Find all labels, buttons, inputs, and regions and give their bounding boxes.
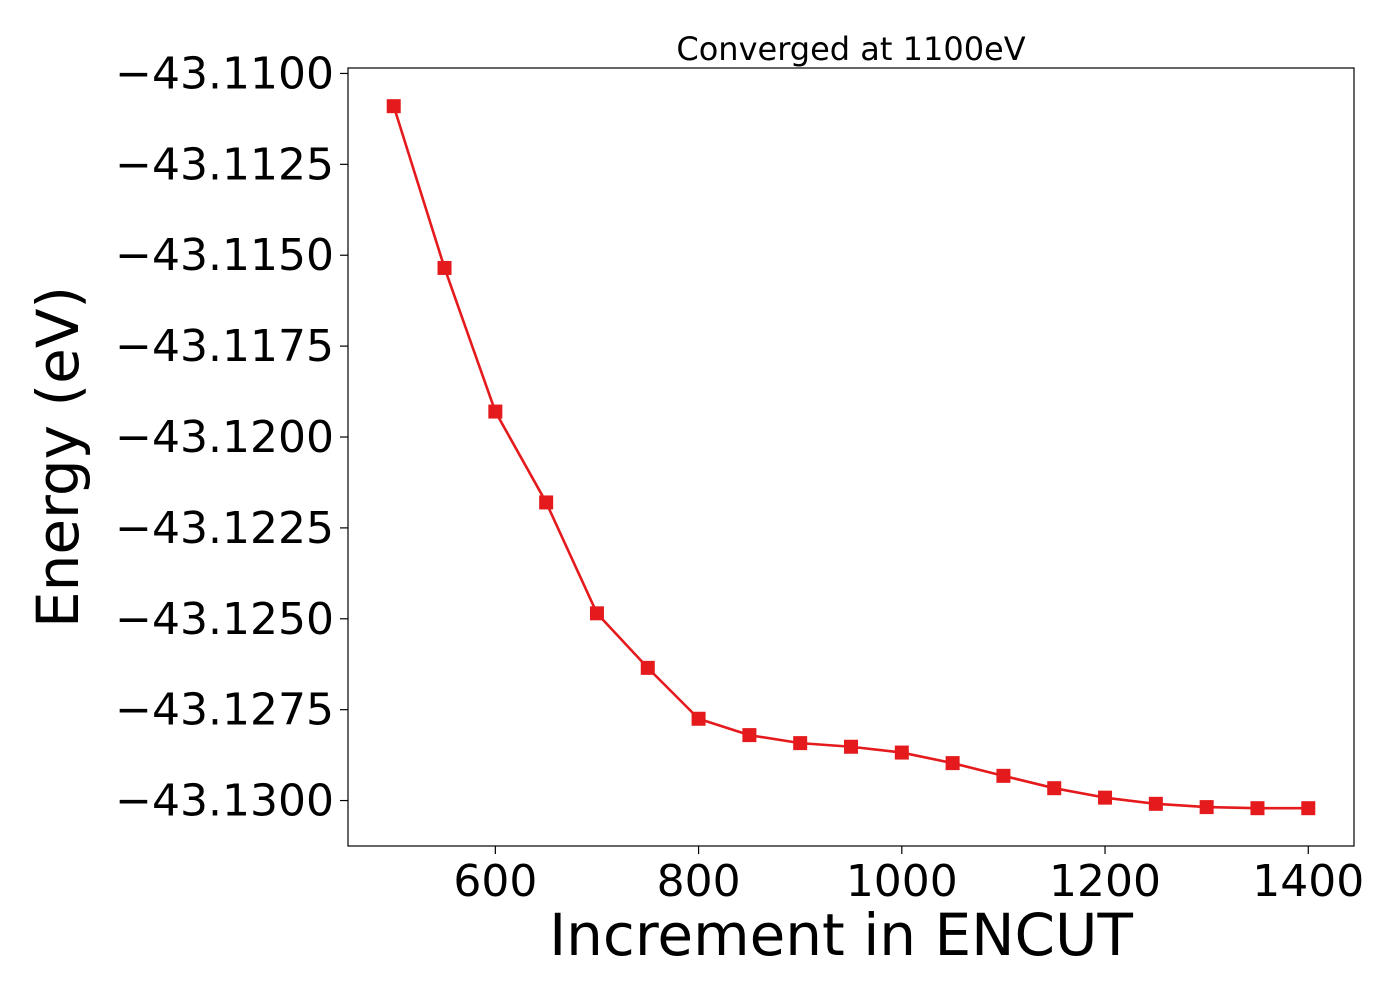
data-point [640, 660, 655, 675]
x-tick-label: 600 [453, 856, 537, 907]
data-point [1098, 790, 1113, 805]
data-point [793, 736, 808, 751]
series-line [392, 105, 1309, 810]
data-point [1047, 781, 1062, 796]
plot-frame [347, 67, 1355, 847]
chart-title: Converged at 1100eV [676, 30, 1025, 68]
y-tick-label: −43.1300 [115, 776, 334, 827]
data-point [742, 728, 757, 743]
y-tick-label: −43.1200 [115, 412, 334, 463]
data-point [945, 756, 960, 771]
y-tick-label: −43.1100 [115, 48, 334, 99]
x-axis: 600 800 1000 1200 1400 [453, 846, 1364, 907]
data-point [488, 404, 503, 419]
y-tick-label: −43.1225 [115, 503, 334, 554]
data-point [894, 745, 909, 760]
data-point [1301, 801, 1316, 816]
y-tick-label: −43.1250 [115, 594, 334, 645]
y-axis: −43.1100 −43.1125 −43.1150 −43.1175 −43.1200… [115, 48, 348, 827]
data-point [386, 99, 401, 114]
y-tick-label: −43.1275 [115, 685, 334, 736]
data-point [1199, 800, 1214, 815]
y-tick-label: −43.1175 [115, 321, 334, 372]
y-tick-label: −43.1125 [115, 139, 334, 190]
data-point [1250, 801, 1265, 816]
x-tick-label: 1000 [846, 856, 958, 907]
x-tick-label: 800 [657, 856, 741, 907]
data-point [437, 260, 452, 275]
x-tick-label: 1200 [1049, 856, 1161, 907]
x-axis-title: Increment in ENCUT [549, 901, 1133, 969]
data-point [1148, 796, 1163, 811]
data-point [844, 739, 858, 754]
x-tick-label: 1400 [1252, 856, 1364, 907]
data-point [996, 768, 1011, 783]
data-point [589, 606, 604, 621]
data-point [691, 711, 706, 726]
y-axis-title: Energy (eV) [24, 286, 92, 628]
plot-area [386, 99, 1316, 816]
y-tick-label: −43.1150 [115, 230, 334, 281]
data-point [539, 495, 554, 510]
